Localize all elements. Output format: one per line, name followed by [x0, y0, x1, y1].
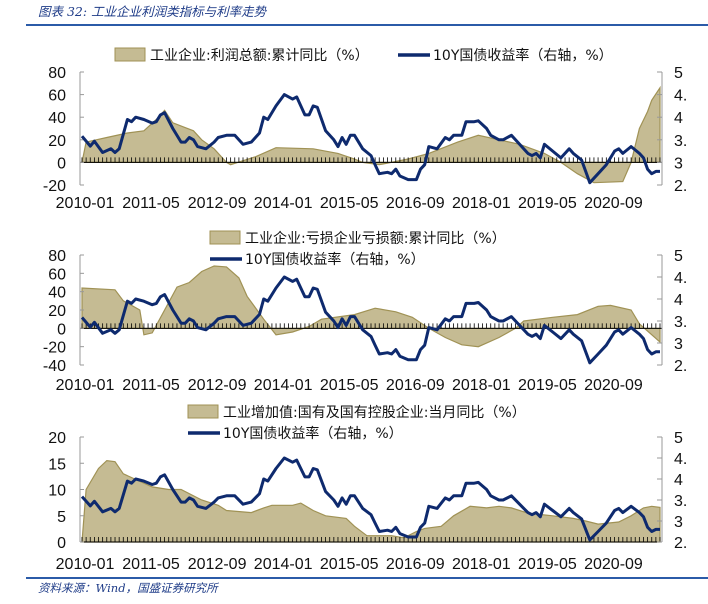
figure-title: 图表 32: 工业企业利润类指标与利率走势: [38, 4, 267, 19]
y2-tick-label: 3.: [674, 133, 687, 150]
y-tick-label: 0: [57, 155, 66, 172]
y2-tick-label: 4: [674, 472, 683, 489]
y-tick-label: 80: [48, 248, 66, 265]
y-tick-label: 0: [57, 321, 66, 338]
chart-1: 工业企业:利润总额:累计同比（%） 10Y国债收益率（右轴，%） 80 60 40 20 0…: [43, 47, 687, 212]
y2-tick-label: 3: [674, 336, 683, 353]
y-tick-label: 40: [48, 110, 66, 127]
x-tick-label: 2016-09: [386, 377, 445, 394]
yield-line-series: [80, 93, 660, 185]
legend-label: 10Y国债收益率（右轴，%）: [433, 47, 613, 64]
legend-area-swatch: [187, 404, 219, 419]
x-tick-label: 2012-09: [188, 556, 247, 573]
x-tick-label: 2014-01: [254, 195, 313, 212]
x-tick-label: 2016-09: [386, 195, 445, 212]
y2-tick-label: 2.: [674, 178, 687, 195]
y2-tick-label: 4.: [674, 88, 687, 105]
y-tick-label: 5: [57, 509, 66, 526]
y-tick-label: -20: [43, 340, 66, 357]
x-tick-label: 2015-05: [320, 195, 379, 212]
y-tick-label: 80: [48, 65, 66, 82]
y-tick-label: 20: [48, 133, 66, 150]
x-tick-label: 2011-05: [122, 195, 180, 212]
x-tick-label: 2019-05: [518, 556, 577, 573]
x-tick-label: 2014-01: [254, 556, 313, 573]
y-tick-label: 20: [48, 303, 66, 320]
source-note: 资料来源：Wind，国盛证券研究所: [38, 581, 218, 595]
y2-tick-label: 3: [674, 514, 683, 531]
y-tick-label: 40: [48, 285, 66, 302]
x-tick-label: 2015-05: [320, 556, 379, 573]
legend-label: 工业企业:亏损企业亏损额:累计同比（%）: [245, 230, 506, 247]
y-tick-label: 0: [57, 535, 66, 552]
y2-tick-label: 5: [674, 430, 683, 447]
y-tick-label: 60: [48, 266, 66, 283]
y2-tick-label: 4.: [674, 451, 687, 468]
y2-tick-label: 4.: [674, 270, 687, 287]
y2-tick-label: 3: [674, 155, 683, 172]
x-tick-label: 2019-05: [518, 377, 577, 394]
y-tick-label: 20: [48, 430, 66, 447]
y-tick-label: 15: [48, 456, 66, 473]
x-tick-label: 2011-05: [122, 556, 180, 573]
area-series: [81, 459, 661, 543]
legend-area-swatch: [209, 230, 241, 245]
yield-line-series: [80, 275, 660, 365]
y2-tick-label: 5: [674, 65, 683, 82]
y2-tick-label: 3.: [674, 493, 687, 510]
x-tick-label: 2015-05: [320, 377, 379, 394]
x-tick-label: 2011-05: [122, 377, 180, 394]
y2-tick-label: 2.: [674, 535, 687, 552]
x-tick-label: 2018-01: [452, 556, 511, 573]
y-tick-label: -40: [43, 358, 66, 375]
chart-3: 工业增加值:国有及国有控股企业:当月同比（%）10Y国债收益率（右轴，%）201…: [48, 404, 687, 573]
legend-label: 10Y国债收益率（右轴，%）: [245, 251, 425, 268]
y2-tick-label: 4: [674, 292, 683, 309]
y-tick-label: -20: [43, 178, 66, 195]
x-tick-label: 2010-01: [56, 377, 115, 394]
y-tick-label: 60: [48, 88, 66, 105]
legend-label: 工业增加值:国有及国有控股企业:当月同比（%）: [223, 404, 526, 421]
x-tick-label: 2012-09: [188, 377, 247, 394]
x-tick-label: 2010-01: [56, 195, 115, 212]
x-tick-label: 2020-09: [584, 195, 643, 212]
footer-rule: [26, 577, 708, 579]
y2-tick-label: 2.: [674, 358, 687, 375]
header-rule: [26, 24, 708, 26]
area-series: [81, 85, 661, 184]
x-tick-label: 2016-09: [386, 556, 445, 573]
y2-tick-label: 5: [674, 248, 683, 265]
x-tick-label: 2010-01: [56, 556, 115, 573]
x-tick-label: 2020-09: [584, 377, 643, 394]
x-tick-label: 2019-05: [518, 195, 577, 212]
x-tick-label: 2020-09: [584, 556, 643, 573]
y2-tick-label: 4: [674, 110, 683, 127]
x-tick-label: 2018-01: [452, 377, 511, 394]
legend-area-swatch: [114, 47, 146, 62]
x-tick-label: 2018-01: [452, 195, 511, 212]
chart-2: 工业企业:亏损企业亏损额:累计同比（%）10Y国债收益率（右轴，%）806040…: [43, 230, 687, 394]
y-tick-label: 10: [48, 483, 66, 500]
x-tick-label: 2014-01: [254, 377, 313, 394]
legend-label: 工业企业:利润总额:累计同比（%）: [150, 47, 369, 64]
x-tick-label: 2012-09: [188, 195, 247, 212]
yield-line-series: [80, 456, 660, 542]
y2-tick-label: 3.: [674, 314, 687, 331]
legend-label: 10Y国债收益率（右轴，%）: [223, 425, 403, 442]
